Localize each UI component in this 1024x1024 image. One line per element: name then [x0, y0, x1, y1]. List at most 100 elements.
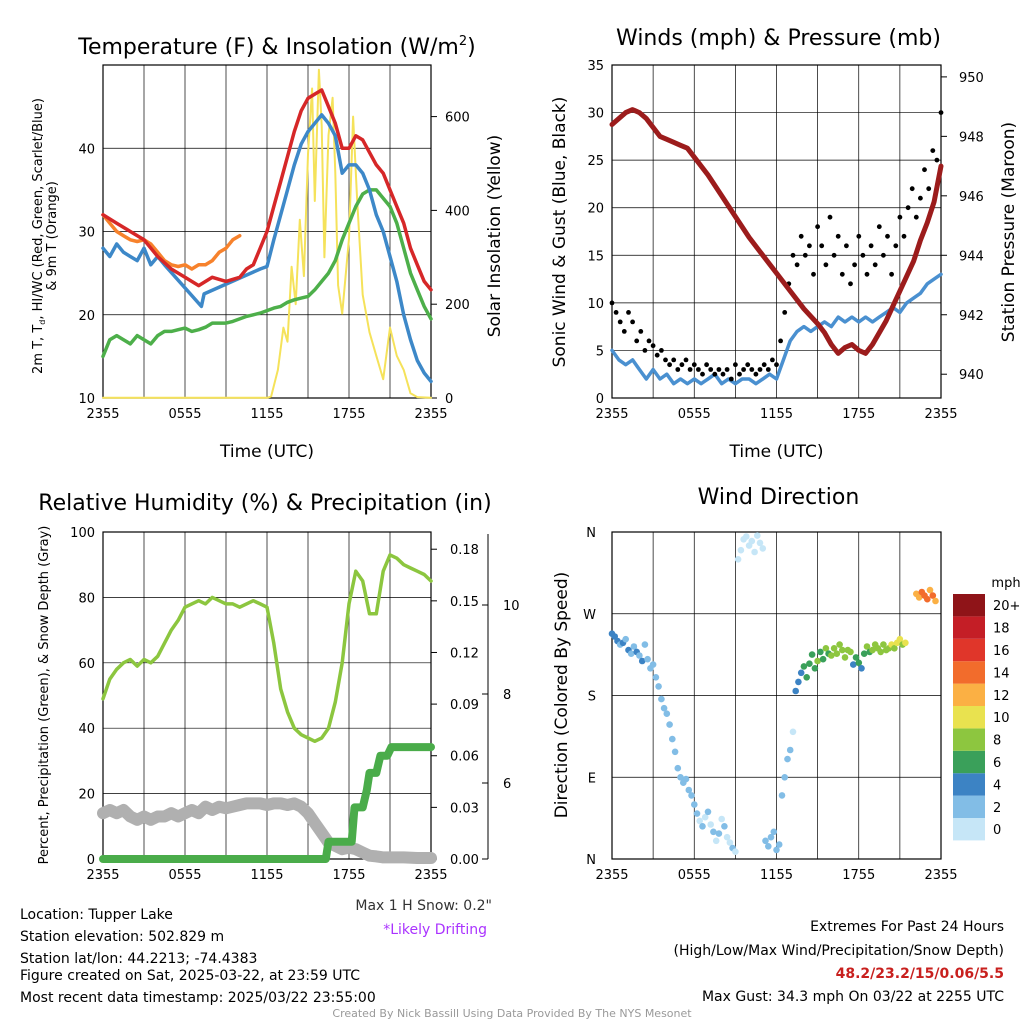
- dir-point: [924, 595, 931, 603]
- dir-point: [814, 657, 821, 665]
- rh-ytick-label: 60: [78, 657, 95, 672]
- dir-xtick-label: 1755: [842, 868, 875, 883]
- winds-gust-point: [741, 367, 746, 372]
- rh-y2tick-label: 0.15: [450, 595, 479, 610]
- winds-gust-point: [671, 357, 677, 363]
- rh-y2tick-label: 0.18: [450, 543, 479, 558]
- dir-point: [682, 775, 690, 783]
- dir-point: [926, 586, 934, 594]
- rh-xtick-label: 2355: [414, 868, 447, 883]
- dir-point: [754, 532, 761, 539]
- dir-point: [674, 764, 682, 772]
- dir-point: [630, 643, 638, 650]
- winds-gust-point: [872, 262, 878, 268]
- winds-ytick-label: 30: [587, 107, 604, 122]
- dir-point: [770, 828, 778, 836]
- winds-gust-point: [687, 367, 693, 372]
- winds-gust-point: [675, 367, 681, 372]
- winds-gust-point: [778, 338, 783, 344]
- winds-gust-point: [844, 243, 849, 249]
- winds-gust-point: [839, 271, 845, 277]
- dir-point: [811, 665, 819, 672]
- winds-ytick-label: 0: [596, 392, 604, 407]
- winds-gust-point: [823, 262, 829, 268]
- rh-ytick-label: 100: [70, 526, 95, 541]
- credit-text: Created By Nick Bassill Using Data Provi…: [332, 1007, 692, 1020]
- temp-series-hiwc: [101, 213, 242, 271]
- dir-point: [858, 665, 865, 672]
- dir-point: [718, 815, 725, 823]
- colorbar-swatch: [953, 750, 985, 774]
- winds-gust-point: [885, 233, 890, 239]
- dir-point: [644, 655, 651, 663]
- colorbar-label: 0: [993, 823, 1001, 838]
- rh-ytick-label: 40: [78, 722, 95, 737]
- colorbar-swatch: [953, 728, 985, 751]
- dir-point: [762, 837, 769, 845]
- dir-point: [677, 774, 684, 781]
- colorbar-swatch: [953, 795, 985, 818]
- winds-ytick-label: 20: [587, 202, 604, 217]
- dir-point: [869, 646, 876, 654]
- winds-gust-point: [831, 252, 837, 258]
- colorbar-label: 8: [993, 734, 1001, 749]
- temp-xtick-label: 2355: [414, 407, 447, 422]
- colorbar-swatch: [953, 616, 985, 639]
- dir-ytick-label: W: [583, 608, 596, 623]
- dir-point: [715, 830, 723, 837]
- winds-gust-point: [835, 233, 841, 239]
- winds-gust-point: [807, 243, 812, 249]
- dir-xtick-label: 0555: [678, 868, 711, 883]
- dir-point: [710, 828, 717, 836]
- winds-gust-point: [654, 352, 660, 358]
- temp-y2label: Solar Insolation (Yellow): [485, 135, 505, 337]
- winds-gust-point: [621, 329, 627, 334]
- temp-xtick-label: 0555: [168, 407, 201, 422]
- winds-gust-point: [819, 243, 825, 249]
- winds-xtick-label: 2355: [595, 407, 628, 422]
- dir-point: [775, 841, 783, 848]
- winds-gust-point: [613, 310, 619, 315]
- winds-xtick-label: 1755: [842, 407, 875, 422]
- winds-gust-point: [659, 348, 664, 353]
- winds-chart-title: Winds (mph) & Pressure (mb): [616, 26, 941, 51]
- winds-y2tick-label: 948: [959, 130, 984, 145]
- winds-gust-point: [913, 214, 919, 220]
- winds-gust-point: [815, 224, 820, 230]
- rh-y3tick-label: 6: [503, 777, 511, 792]
- dir-ytick-label: E: [588, 771, 596, 786]
- winds-y2tick-label: 944: [959, 249, 984, 264]
- dir-point: [830, 645, 838, 652]
- elevation-text: Station elevation: 502.829 m: [20, 929, 225, 945]
- dir-point: [789, 728, 797, 736]
- dir-point: [833, 650, 841, 657]
- winds-gust-point: [848, 281, 853, 287]
- winds-gust-point: [765, 367, 771, 372]
- winds-gust-point: [626, 310, 631, 315]
- dir-point: [915, 594, 923, 601]
- winds-gust-point: [696, 367, 701, 372]
- winds-gust-point: [700, 371, 705, 377]
- dir-point: [638, 657, 646, 665]
- dir-point: [756, 539, 764, 547]
- location-text: Location: Tupper Lake: [20, 907, 173, 923]
- colorbar-swatch: [953, 638, 985, 662]
- winds-y2tick-label: 946: [959, 190, 984, 205]
- dir-point: [765, 843, 772, 850]
- temp-xtick-label: 2355: [86, 407, 119, 422]
- winds-gust-point: [634, 338, 640, 344]
- winds-gust-point: [864, 271, 870, 277]
- dir-xtick-label: 2355: [595, 868, 628, 883]
- dir-point: [852, 654, 860, 661]
- winds-gust-point: [691, 362, 697, 368]
- drifting-note: *Likely Drifting: [383, 922, 487, 938]
- winds-gust-point: [897, 214, 903, 220]
- rh-series-snow: [97, 797, 437, 864]
- winds-gust-point: [930, 148, 936, 154]
- winds-gust-point: [827, 214, 833, 220]
- dir-point: [723, 833, 731, 841]
- winds-gust-point: [757, 367, 763, 372]
- dir-point: [839, 646, 846, 654]
- winds-ylabel: Sonic Wind & Gust (Blue, Black): [550, 97, 570, 368]
